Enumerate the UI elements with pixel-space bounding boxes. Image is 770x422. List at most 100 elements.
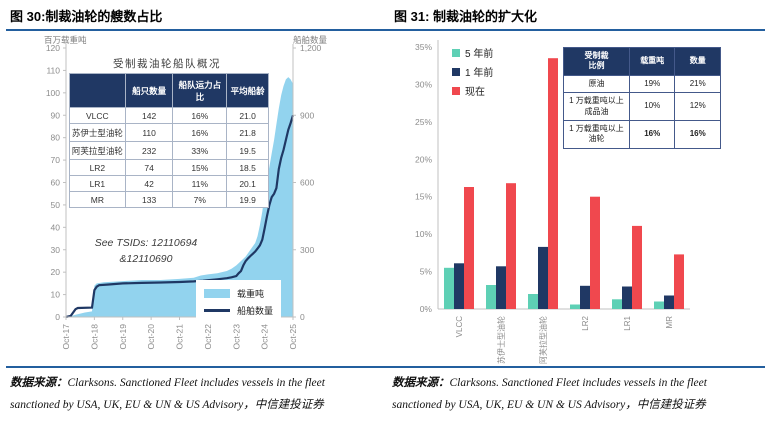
fleet-table-row: VLCC 142 16% 21.0 — [69, 107, 269, 124]
fleet-table-cell: 133 — [124, 191, 174, 208]
bar-现在-苏伊士型油轮 — [506, 183, 516, 309]
left-tick-label: 30 — [51, 245, 61, 255]
fleet-table-cell: 74 — [124, 159, 174, 176]
ratio-table-cell: 16% — [674, 119, 721, 149]
right-tick-label: 900 — [300, 110, 314, 120]
right-tick-label: 0 — [300, 312, 305, 322]
title-divider-rule — [6, 29, 765, 31]
x-tick-label: Oct-22 — [203, 324, 213, 350]
left-axis-caption: 百万载重吨 — [44, 35, 87, 45]
legend-item: 载重吨 — [204, 287, 273, 300]
y-tick-label: 25% — [415, 117, 432, 127]
ratio-table-header-row: 受制裁 比例 载重吨 数量 — [563, 47, 721, 76]
ratio-table-header-cell: 载重吨 — [628, 47, 676, 76]
left-tick-label: 70 — [51, 155, 61, 165]
ratio-table-cell: 19% — [628, 74, 676, 94]
fleet-table-header-cell: 船队运力占比 — [172, 73, 228, 108]
legend-label: 船舶数量 — [237, 306, 274, 316]
square-swatch-icon — [452, 48, 460, 57]
ratio-table-row: 1 万载重吨以上 油轮 16% 16% — [563, 119, 721, 149]
category-label: VLCC — [455, 316, 464, 338]
sanctioned-fleet-table: 船只数量 船队运力占比 平均船龄 VLCC 142 16% 21.0 苏伊士型油轮 110 16%… — [69, 73, 269, 208]
source-note-left: 数据来源：Clarksons. Sanctioned Fleet include… — [10, 373, 376, 417]
y-tick-label: 5% — [420, 267, 433, 277]
x-tick-label: Oct-23 — [231, 324, 241, 350]
legend-label: 5 年前 — [465, 49, 494, 60]
x-tick-label: Oct-24 — [260, 324, 270, 350]
right-tick-label: 600 — [300, 178, 314, 188]
source-note-right: 数据来源：Clarksons. Sanctioned Fleet include… — [392, 373, 758, 417]
left-tick-label: 90 — [51, 110, 61, 120]
ratio-table-cell: 10% — [628, 92, 676, 121]
bar-1 年前-苏伊士型油轮 — [496, 266, 506, 309]
category-label: MR — [665, 316, 674, 329]
fleet-table-cell: 20.1 — [226, 175, 269, 192]
ratio-table-header-cell: 数量 — [674, 47, 721, 76]
fleet-table-cell: LR2 — [69, 159, 126, 176]
left-tick-label: 60 — [51, 178, 61, 188]
fleet-table-header-cell — [69, 73, 126, 108]
category-label: LR2 — [581, 315, 590, 330]
source-text: Clarksons. Sanctioned Fleet includes ves… — [10, 377, 325, 411]
x-tick-label: Oct-19 — [118, 324, 128, 350]
legend-item: 现在 — [452, 83, 493, 98]
bar-1 年前-VLCC — [454, 263, 464, 309]
fleet-table-cell: 232 — [124, 141, 174, 160]
fleet-table-header-row: 船只数量 船队运力占比 平均船龄 — [69, 73, 269, 108]
bar-现在-MR — [674, 254, 684, 309]
fleet-table-cell: 142 — [124, 107, 174, 124]
fleet-table-cell: 18.5 — [226, 159, 269, 176]
bar-5 年前-阿芙拉型油轮 — [528, 294, 538, 309]
ratio-table-row: 1 万载重吨以上 成品油 10% 12% — [563, 92, 721, 121]
ratio-table-header-cell: 受制裁 比例 — [563, 47, 630, 76]
x-tick-label: Oct-18 — [89, 324, 99, 350]
right-tick-label: 300 — [300, 245, 314, 255]
bar-5 年前-LR1 — [612, 299, 622, 309]
left-tick-label: 100 — [46, 88, 60, 98]
y-tick-label: 10% — [415, 229, 432, 239]
source-text: Clarksons. Sanctioned Fleet includes ves… — [392, 377, 707, 411]
y-tick-label: 30% — [415, 79, 432, 89]
ratio-table-cell: 1 万载重吨以上 油轮 — [563, 119, 630, 149]
bar-1 年前-LR2 — [580, 285, 590, 309]
fleet-table-cell: 21.0 — [226, 107, 269, 124]
legend-item: 1 年前 — [452, 64, 493, 79]
ratio-table-cell: 1 万载重吨以上 成品油 — [563, 92, 630, 121]
fleet-table-row: LR2 74 15% 18.5 — [69, 159, 269, 176]
left-tick-label: 50 — [51, 200, 61, 210]
chart-31-legend: 5 年前 1 年前现在 — [452, 45, 493, 102]
fleet-table-cell: 苏伊士型油轮 — [69, 123, 126, 142]
source-publisher: 中信建投证券 — [254, 398, 324, 411]
ratio-table-row: 原油 19% 21% — [563, 74, 721, 94]
sanction-ratio-table: 受制裁 比例 载重吨 数量 原油 19% 21% 1 万载重吨以上 成品油 10% 12% 1 万… — [563, 47, 721, 149]
fleet-table-cell: LR1 — [69, 175, 126, 192]
square-swatch-icon — [452, 86, 460, 95]
bar-5 年前-苏伊士型油轮 — [486, 285, 496, 309]
legend-item: 船舶数量 — [204, 304, 273, 317]
chart-30-legend: 载重吨 船舶数量 — [196, 280, 282, 324]
left-tick-label: 10 — [51, 290, 61, 300]
grouped-bar-chart: 0% 5% 10% 15% 20% 25% 30% 35% VLCC 苏伊士型油轮 阿芙拉型油轮 LR… — [415, 40, 690, 364]
ratio-table-cell: 21% — [674, 74, 721, 94]
left-tick-label: 0 — [55, 312, 60, 322]
legend-label: 载重吨 — [237, 289, 265, 299]
bar-5 年前-MR — [654, 301, 664, 309]
fleet-table-cell: 21.8 — [226, 123, 269, 142]
fleet-table-cell: MR — [69, 191, 126, 208]
fleet-table-cell: 15% — [172, 159, 228, 176]
left-tick-label: 110 — [46, 65, 60, 75]
bar-现在-LR1 — [632, 225, 642, 309]
fleet-table-cell: 16% — [172, 107, 228, 124]
source-label: 数据来源： — [392, 377, 450, 389]
y-tick-label: 20% — [415, 154, 432, 164]
bar-现在-VLCC — [464, 187, 474, 309]
bar-5 年前-VLCC — [444, 267, 454, 309]
left-tick-label: 40 — [51, 222, 61, 232]
category-label: LR1 — [623, 315, 632, 330]
ratio-table-cell: 12% — [674, 92, 721, 121]
right-tick-label: 1,200 — [300, 43, 322, 53]
x-tick-label: Oct-17 — [61, 324, 71, 350]
tsid-annotation: See TSIDs: 12110694 &12110690 — [76, 236, 216, 268]
right-axis-caption: 船舶数量 — [293, 35, 328, 45]
bar-现在-阿芙拉型油轮 — [548, 58, 558, 310]
